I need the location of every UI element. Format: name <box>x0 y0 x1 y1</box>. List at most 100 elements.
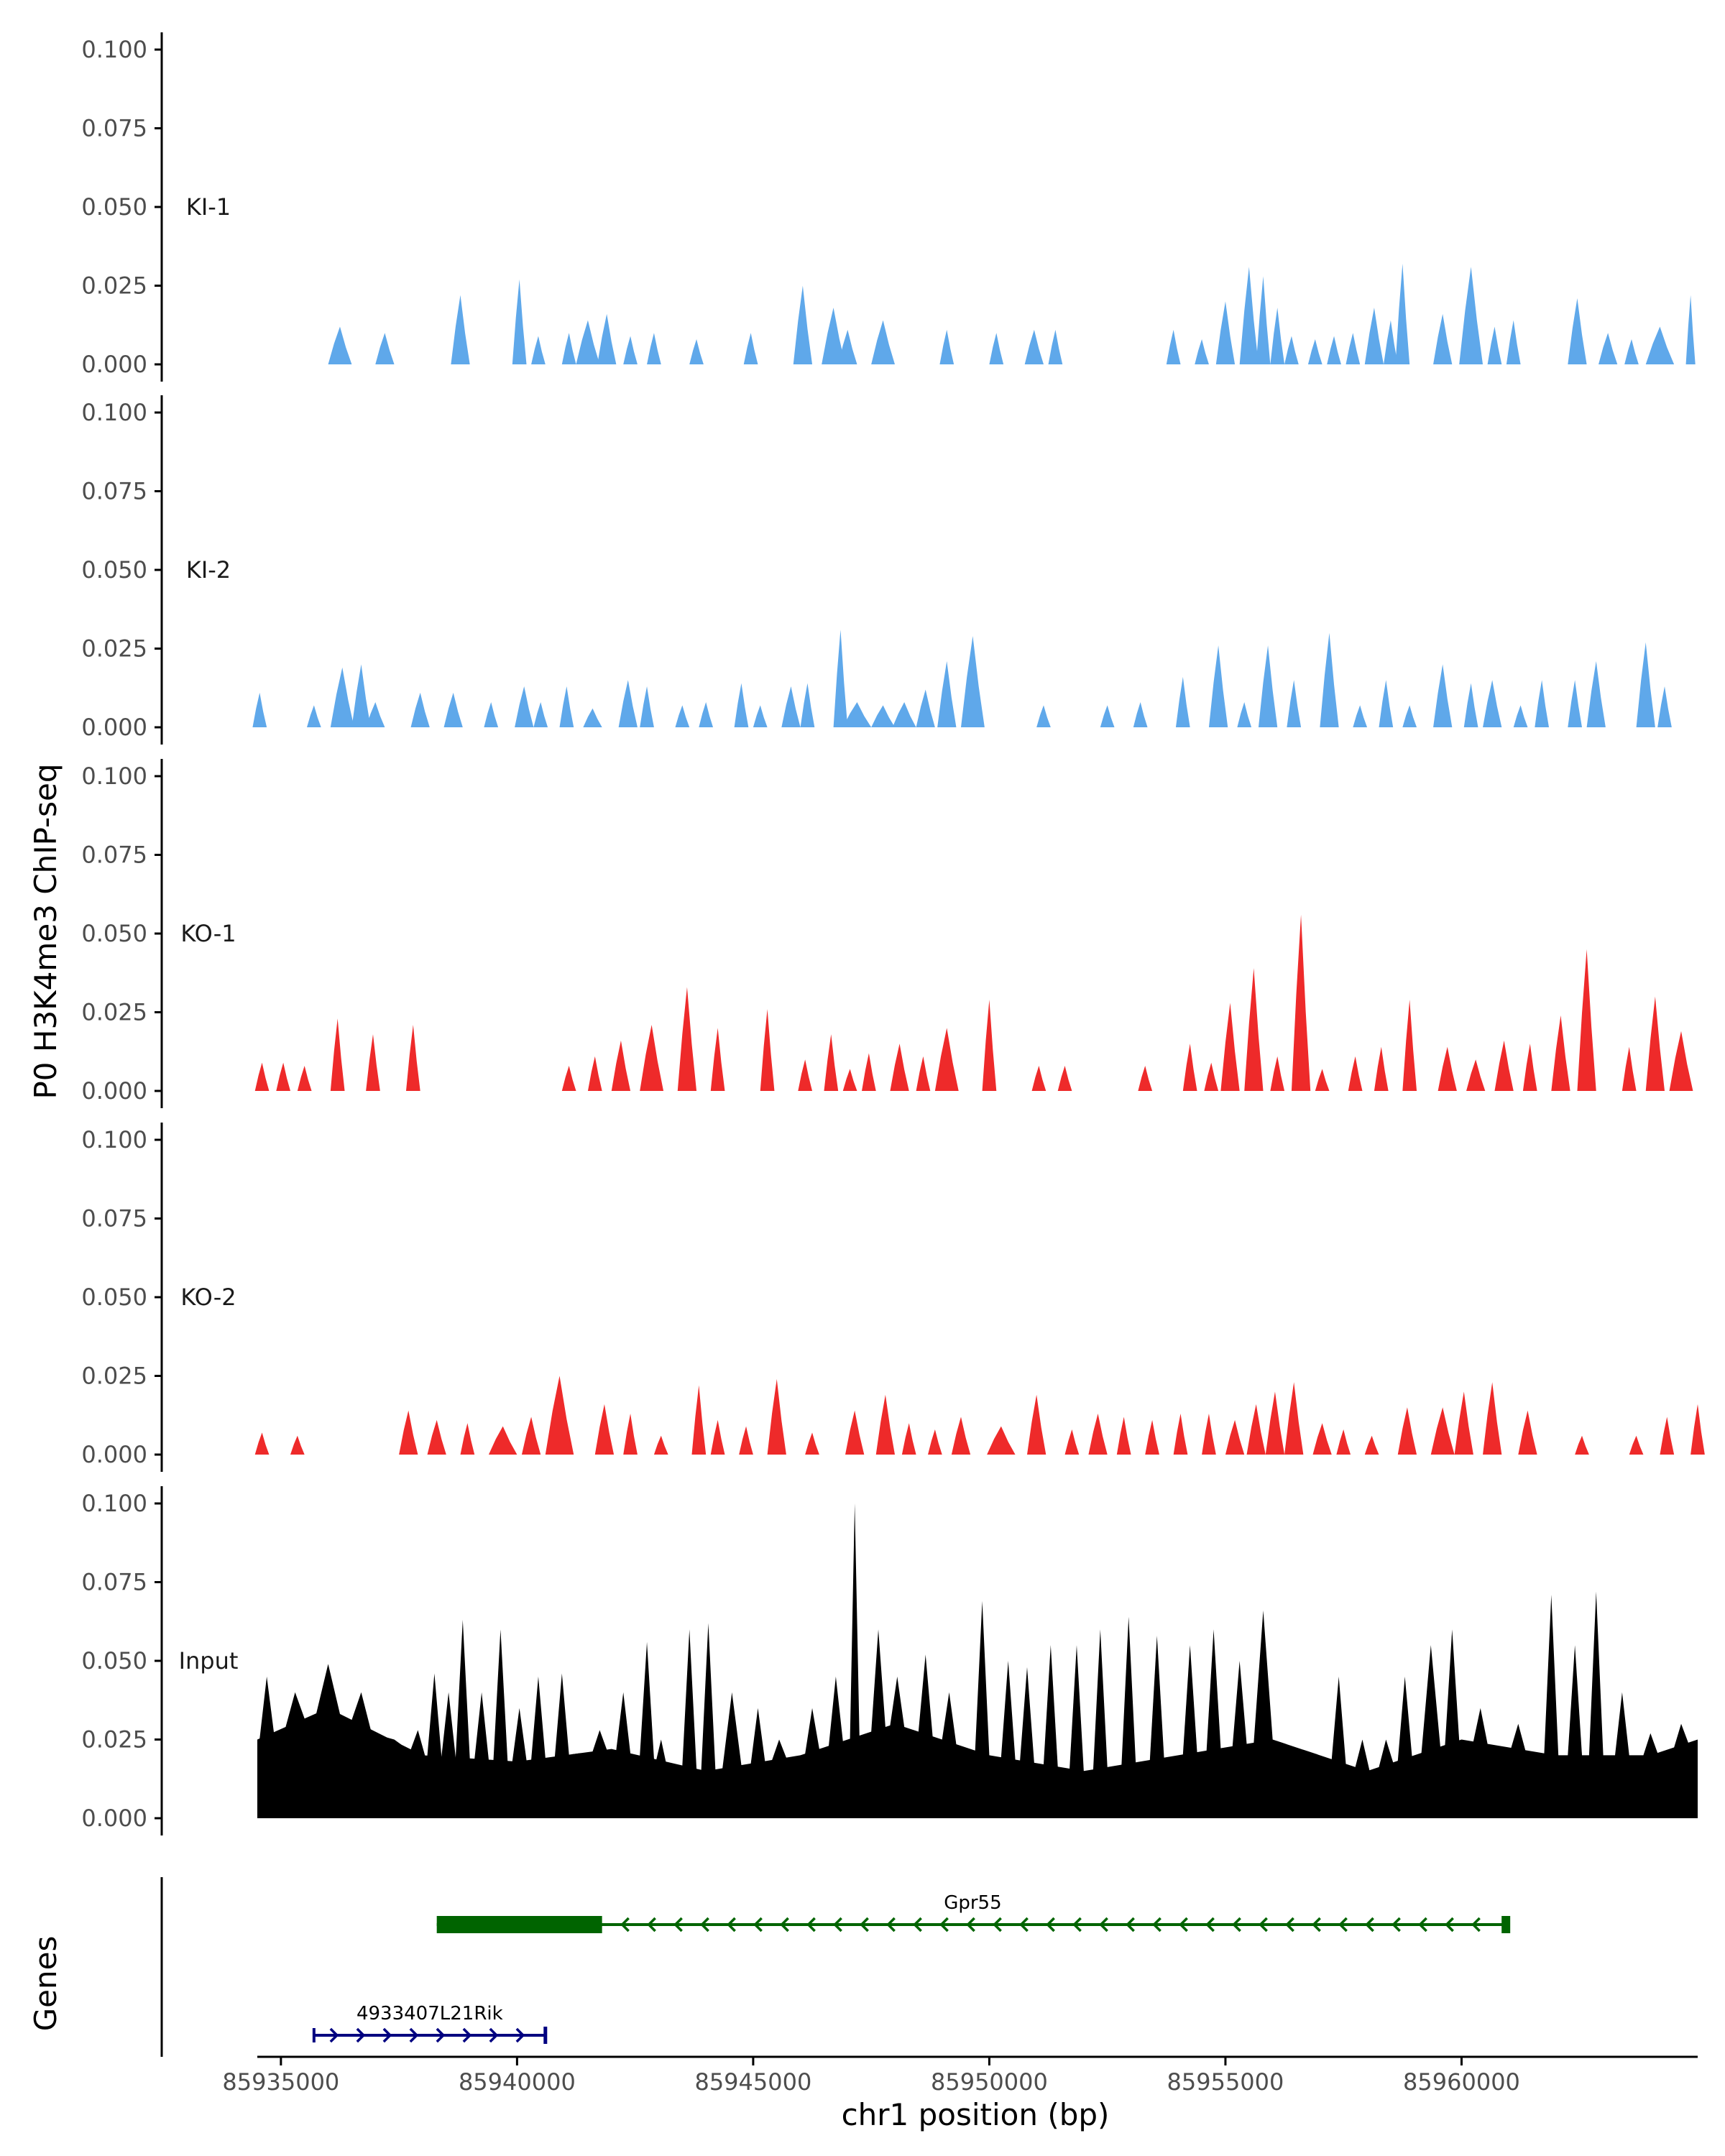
coverage-peak <box>871 320 896 364</box>
coverage-peak <box>330 667 354 727</box>
coverage-peak <box>934 1028 959 1091</box>
coverage-peak <box>1379 680 1394 727</box>
coverage-peak <box>1433 313 1453 364</box>
strand-chevron <box>1285 1917 1294 1932</box>
y-tick-label: 0.050 <box>81 920 147 947</box>
coverage-peak <box>1483 1382 1502 1455</box>
coverage-peak <box>410 692 430 727</box>
coverage-peak <box>951 1416 971 1455</box>
coverage-peak <box>276 1062 290 1091</box>
y-tick-label: 0.000 <box>81 714 147 741</box>
coverage-peak <box>1353 705 1368 727</box>
coverage-peak <box>1615 1692 1629 1818</box>
coverage-peak <box>677 987 697 1091</box>
coverage-peak <box>254 1432 270 1455</box>
coverage-peak <box>1624 338 1639 364</box>
coverage-peak <box>793 285 813 364</box>
coverage-peak <box>1511 1723 1526 1818</box>
coverage-peak <box>1379 1739 1394 1818</box>
coverage-peak <box>1291 914 1311 1091</box>
strand-chevron <box>1232 1917 1241 1932</box>
y-tick-label: 0.075 <box>81 115 147 142</box>
coverage-peak <box>618 680 638 727</box>
coverage-peak <box>982 999 997 1091</box>
coverage-peak <box>710 1419 725 1455</box>
coverage-peak <box>410 1730 426 1818</box>
track-ko-1: 0.000 0.025 0.050 0.075 0.100 KO-1 <box>81 759 1693 1108</box>
coverage-peak <box>351 1692 371 1818</box>
x-tick-label: 85955000 <box>1167 2068 1284 2096</box>
coverage-peak <box>753 705 768 727</box>
track-label: KO-1 <box>180 920 236 947</box>
coverage-peak <box>399 1410 418 1455</box>
coverage-peak <box>1043 1645 1058 1818</box>
coverage-peak <box>682 1629 697 1818</box>
y-tick-label: 0.000 <box>81 1805 147 1832</box>
coverage-peak <box>1284 1382 1304 1455</box>
x-axis: 85935000 85940000 85945000 85950000 85955000… <box>222 2055 1698 2096</box>
coverage-peak <box>653 1435 668 1455</box>
coverage-peak <box>1355 1739 1370 1818</box>
coverage-peak <box>1000 1661 1016 1818</box>
coverage-peak <box>533 701 548 727</box>
strand-chevron <box>886 1917 896 1932</box>
coverage-peak <box>330 1018 345 1091</box>
coverage-peak <box>1149 1635 1164 1818</box>
coverage-peak <box>1277 1741 1287 1818</box>
y-tick-label: 0.000 <box>81 1441 147 1468</box>
coverage-peak <box>689 338 704 364</box>
coverage-peak <box>1232 1661 1247 1818</box>
track-input: 0.000 0.025 0.050 0.075 0.100 Input <box>81 1486 1698 1835</box>
coverage-peak <box>640 686 654 727</box>
coverage-peak <box>1622 1046 1637 1091</box>
coverage-peak <box>1206 1629 1221 1818</box>
coverage-peak <box>1265 1391 1285 1455</box>
coverage-peak <box>1397 1407 1417 1455</box>
coverage-peak <box>1568 680 1583 727</box>
strand-chevron <box>913 1917 922 1932</box>
coverage-peak <box>1535 680 1550 727</box>
coverage-peak <box>640 1025 664 1091</box>
coverage-peak <box>942 1692 957 1818</box>
coverage-peak <box>1577 949 1596 1091</box>
coverage-peak <box>594 1404 615 1455</box>
y-tick-label: 0.050 <box>81 193 147 221</box>
coverage-peak <box>297 1065 312 1091</box>
coverage-peak <box>1320 632 1339 727</box>
track-label: KI-2 <box>186 556 231 584</box>
y-tick-label: 0.025 <box>81 1363 147 1390</box>
coverage-peak <box>760 1009 775 1091</box>
coverage-peak <box>1070 1645 1084 1818</box>
x-tick-label: 85950000 <box>931 2068 1048 2096</box>
strand-chevron <box>1418 1917 1427 1932</box>
coverage-peak <box>699 701 714 727</box>
coverage-peak <box>871 1629 886 1818</box>
coverage-peak <box>805 1432 819 1455</box>
coverage-peak <box>961 635 985 727</box>
strand-chevron <box>409 2027 419 2043</box>
y-axis-title: P0 H3K4me3 ChIP-seq <box>28 763 63 1099</box>
strand-chevron <box>1046 1917 1055 1932</box>
strand-chevron <box>647 1917 656 1932</box>
coverage-peak <box>571 1753 581 1818</box>
coverage-peak <box>1182 1645 1197 1818</box>
coverage-peak <box>1173 1414 1188 1455</box>
coverage-peak <box>1145 1419 1159 1455</box>
track-ki-1: 0.000 0.025 0.050 0.075 0.100 KI-1 <box>81 32 1696 382</box>
coverage-peak <box>875 1394 896 1455</box>
coverage-peak <box>1518 1410 1537 1455</box>
x-tick-label: 85940000 <box>459 2068 576 2096</box>
y-tick-label: 0.075 <box>81 842 147 869</box>
coverage-peak <box>989 333 1004 364</box>
coverage-peak <box>1483 680 1502 727</box>
coverage-peak <box>488 1426 518 1455</box>
coverage-peak <box>387 1737 402 1818</box>
coverage-peak <box>285 1692 305 1818</box>
coverage-peak <box>1674 1723 1688 1818</box>
coverage-peak <box>484 701 499 727</box>
y-tick-label: 0.050 <box>81 556 147 584</box>
coverage-peak <box>1494 1040 1514 1091</box>
coverage-peak <box>1237 701 1252 727</box>
coverage-peak <box>1466 1059 1486 1091</box>
